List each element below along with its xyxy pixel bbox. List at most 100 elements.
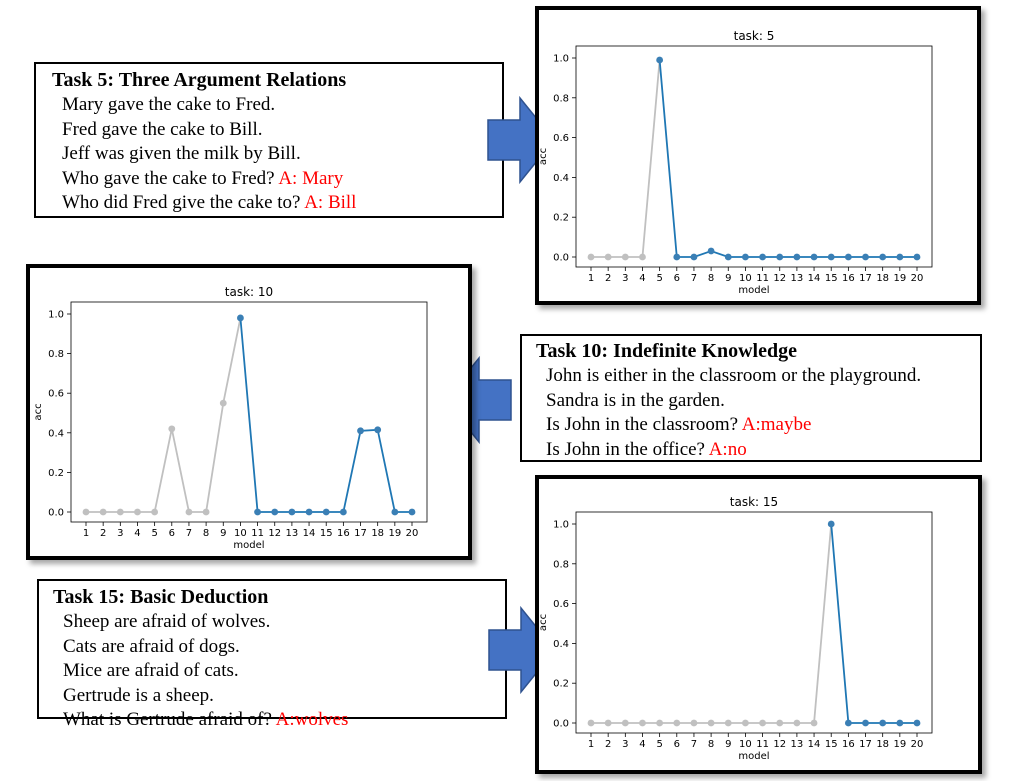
data-point <box>604 719 612 727</box>
x-tick-label: 7 <box>691 739 697 750</box>
data-point <box>742 719 749 727</box>
data-point <box>391 508 399 516</box>
task-line: Fred gave the cake to Bill. <box>62 118 502 143</box>
data-point <box>913 719 921 727</box>
x-tick-label: 4 <box>639 273 645 284</box>
task-line: Sheep are afraid of wolves. <box>63 610 505 635</box>
data-point <box>793 253 801 261</box>
x-tick-label: 3 <box>622 273 628 284</box>
data-point <box>742 253 749 261</box>
x-tick-label: 7 <box>691 273 697 284</box>
x-tick-label: 20 <box>911 739 924 750</box>
x-tick-label: 6 <box>674 739 680 750</box>
x-tick-label: 15 <box>825 739 838 750</box>
data-point <box>707 719 715 727</box>
y-tick-label: 0.6 <box>553 599 569 610</box>
data-point <box>844 719 852 727</box>
statement-text: Jeff was given the milk by Bill. <box>62 143 301 164</box>
x-tick-label: 5 <box>656 273 662 284</box>
x-tick-label: 17 <box>354 528 367 539</box>
x-tick-label: 4 <box>134 528 140 539</box>
y-tick-label: 1.0 <box>553 520 569 531</box>
answer-text: A:no <box>708 438 747 460</box>
x-tick-label: 12 <box>773 739 786 750</box>
data-point <box>707 247 715 255</box>
statement-text: Is John in the office? <box>546 438 709 460</box>
x-tick-label: 16 <box>337 528 350 539</box>
task-title: Task 15: Basic Deduction <box>53 586 269 608</box>
data-point <box>656 56 664 64</box>
x-tick-label: 13 <box>286 528 299 539</box>
x-tick-label: 10 <box>234 528 247 539</box>
chart-title: task: 5 <box>734 29 775 43</box>
task-line: Sandra is in the garden. <box>546 389 980 414</box>
answer-text: A:wolves <box>275 709 349 730</box>
x-tick-label: 19 <box>388 528 401 539</box>
series-line-after <box>658 59 917 258</box>
x-tick-label: 11 <box>756 273 769 284</box>
data-point <box>322 508 330 516</box>
x-axis-label: model <box>738 751 769 762</box>
x-tick-label: 3 <box>117 528 123 539</box>
statement-text: Sheep are afraid of wolves. <box>63 611 271 632</box>
data-point <box>408 508 416 516</box>
statement-text: Fred gave the cake to Bill. <box>62 118 263 140</box>
data-point <box>827 520 835 528</box>
data-point <box>305 508 313 516</box>
x-tick-label: 8 <box>708 739 714 750</box>
x-axis-label: model <box>738 285 769 296</box>
x-tick-label: 12 <box>268 528 281 539</box>
task-lines: Sheep are afraid of wolves. Cats are afra… <box>53 610 505 733</box>
x-tick-label: 14 <box>808 273 821 284</box>
data-point <box>288 508 296 516</box>
series-line-before <box>591 59 661 258</box>
task-line: Is John in the classroom? A:maybe <box>546 413 980 438</box>
data-point <box>862 253 869 261</box>
data-point <box>724 719 732 727</box>
data-point <box>604 253 612 261</box>
chart-task-5: task: 5 0.0 0.2 0.4 0.6 0.8 1.0 1 2 3 4 5 6 7 8 9 10 11 12… <box>535 6 981 305</box>
data-point <box>587 719 595 727</box>
plot-frame <box>575 45 933 268</box>
data-point <box>776 253 784 261</box>
data-point <box>237 314 244 322</box>
chart-svg: task: 50.00.20.40.60.81.01 2 3 4 5 6 7 8 9 10 11 12… <box>539 29 933 296</box>
y-tick-label: 0.4 <box>553 173 569 184</box>
x-tick-label: 1 <box>83 528 89 539</box>
task-5-box: Task 5: Three Argument Relations Mary ga… <box>34 62 504 218</box>
x-tick-label: 19 <box>893 739 906 750</box>
chart-svg: task: 150.00.20.40.60.81.01 2 3 4 5 6 7 8 9 10 11 1… <box>539 495 933 762</box>
data-point <box>759 719 766 727</box>
data-point <box>810 719 818 727</box>
task-lines: John is either in the classroom or the p… <box>536 364 980 462</box>
task-line: What is Gertrude afraid of? A:wolves <box>63 708 505 733</box>
x-tick-label: 6 <box>674 273 680 284</box>
data-point <box>793 719 801 727</box>
y-axis-label: acc <box>33 403 44 420</box>
x-tick-label: 10 <box>739 739 752 750</box>
x-tick-label: 1 <box>588 739 594 750</box>
x-tick-label: 14 <box>303 528 316 539</box>
x-tick-label: 15 <box>825 273 838 284</box>
data-point <box>374 426 382 434</box>
task-line: Jeff was given the milk by Bill. <box>62 142 502 167</box>
chart-task-10: task: 10 0.0 0.2 0.4 0.6 0.8 1.0 1 2 3 4 5 6 7 8 9 10 11 1… <box>26 264 472 560</box>
y-axis-label: acc <box>539 614 549 631</box>
x-tick-label: 7 <box>186 528 192 539</box>
y-tick-label: 0.8 <box>553 93 569 104</box>
series-line-before <box>86 317 242 513</box>
series-line-after <box>239 317 412 513</box>
x-tick-label: 8 <box>203 528 209 539</box>
data-point <box>759 253 766 261</box>
y-tick-label: 0.2 <box>48 468 64 479</box>
x-tick-label: 13 <box>791 739 804 750</box>
data-point <box>724 253 732 261</box>
y-axis-label: acc <box>539 148 549 165</box>
x-tick-label: 20 <box>911 273 924 284</box>
x-tick-label: 8 <box>708 273 714 284</box>
plot-frame <box>575 511 933 734</box>
series-line-after <box>830 523 917 724</box>
answer-text: A:maybe <box>741 414 812 435</box>
data-point <box>862 719 869 727</box>
task-lines: Mary gave the cake to Fred. Fred gave the… <box>52 93 502 216</box>
